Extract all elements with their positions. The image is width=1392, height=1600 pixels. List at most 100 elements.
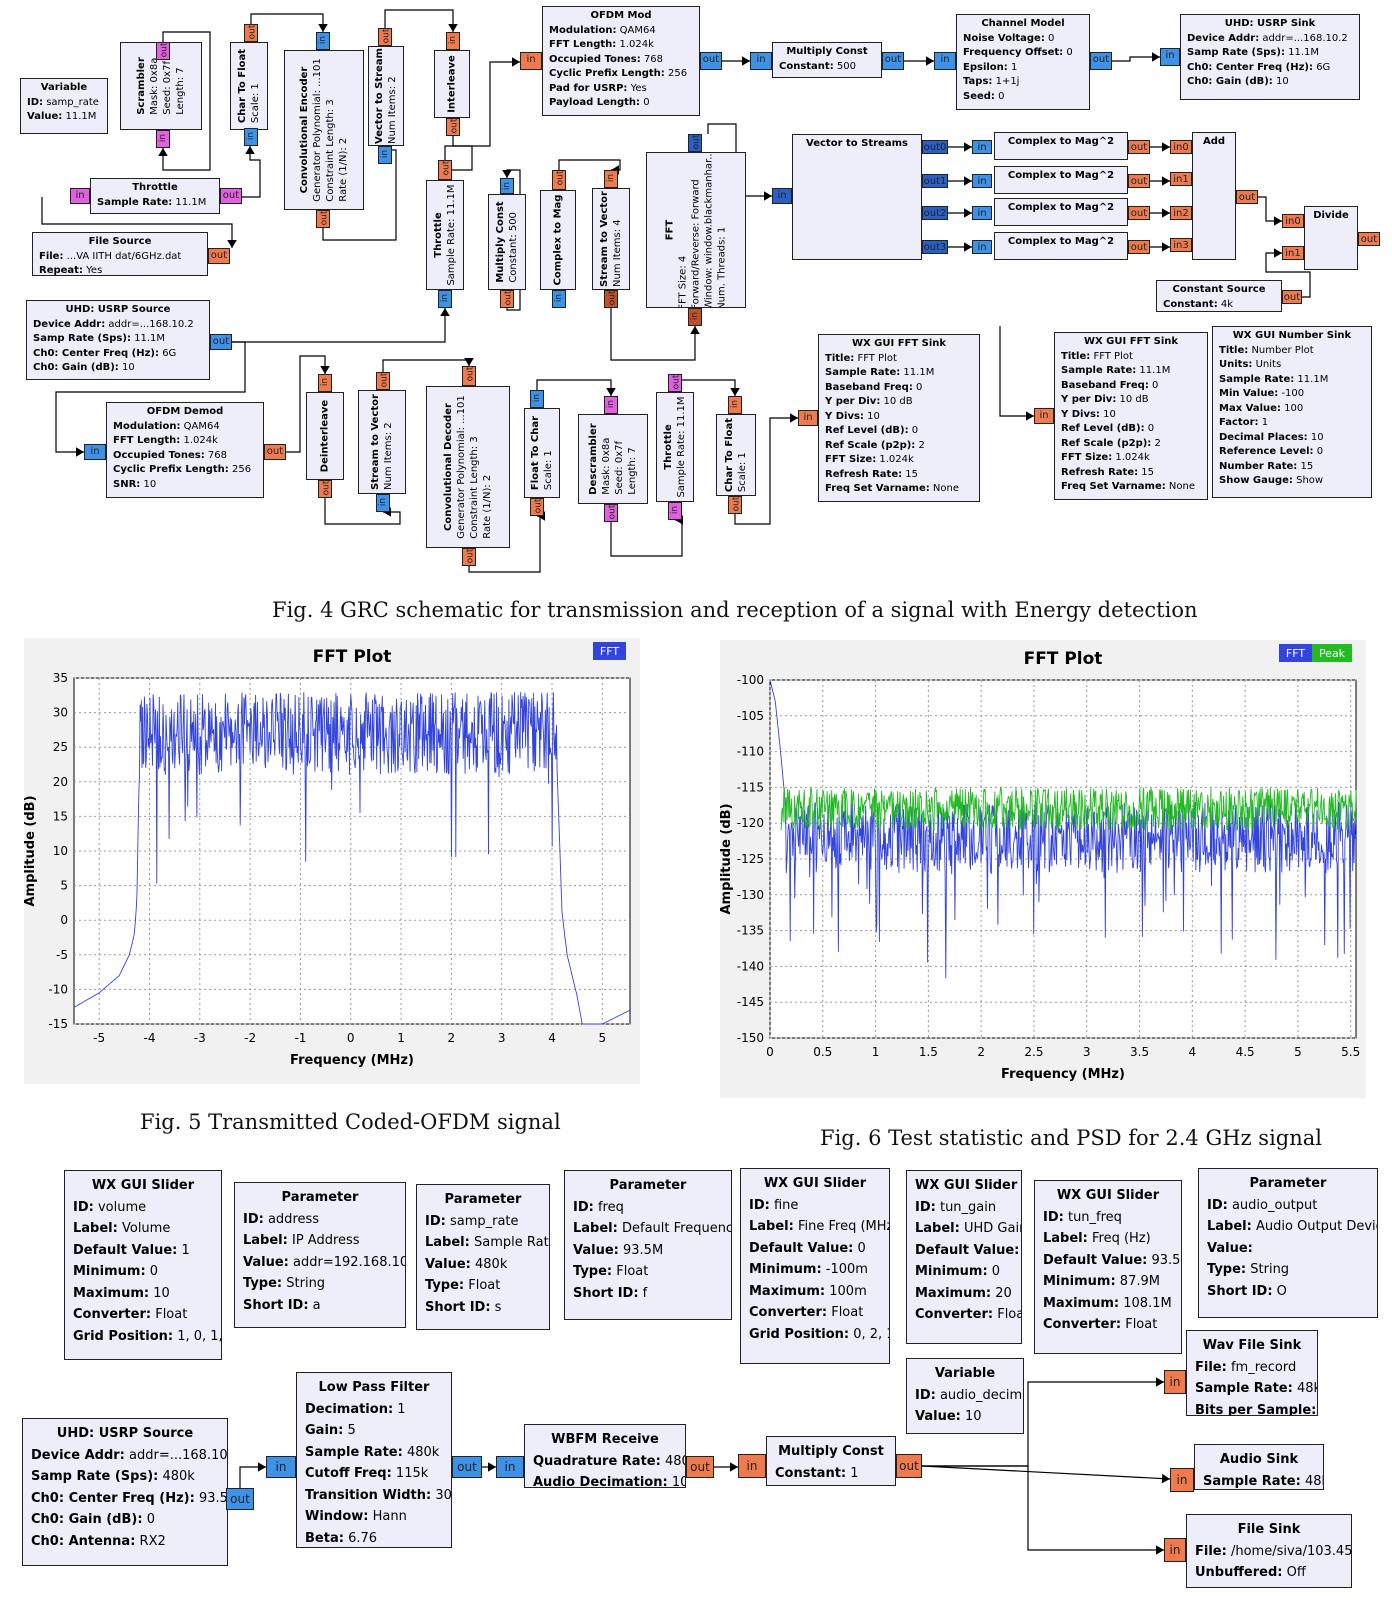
block-usrp-sink[interactable]: UHD: USRP Sink Device Addr: addr=...168.1… (1180, 14, 1360, 100)
block-channel-model[interactable]: Channel Model Noise Voltage: 0 Frequency O… (956, 14, 1090, 110)
port-in[interactable]: in (934, 52, 956, 70)
port-out[interactable]: out (462, 366, 476, 386)
port-out[interactable]: out (264, 444, 286, 460)
port-in[interactable]: in (798, 410, 818, 426)
block-ofdm-demod[interactable]: OFDM Demod Modulation: QAM64 FFT Length: 1… (106, 402, 264, 498)
port-in[interactable]: in (604, 170, 618, 188)
port-in[interactable]: in (972, 140, 992, 154)
block-slider-tun-gain[interactable]: WX GUI Slider ID: tun_gain Label: UHD Gain… (906, 1170, 1022, 1344)
block-constant-source[interactable]: Constant Source Constant: 4k (1156, 280, 1282, 312)
block-c2m1[interactable]: Complex to Mag^2 (994, 166, 1128, 194)
block-wx-fft-sink2[interactable]: WX GUI FFT Sink Title: FFT Plot Sample Rat… (1054, 332, 1208, 500)
block-wx-fft-sink1[interactable]: WX GUI FFT Sink Title: FFT Plot Sample Rat… (818, 334, 980, 502)
block-vector-to-streams[interactable]: Vector to Streams (792, 134, 922, 260)
port-out[interactable]: out (462, 548, 476, 566)
port-in[interactable]: in (1160, 48, 1180, 66)
port-in3[interactable]: in3 (1170, 238, 1192, 252)
block-conv-encoder[interactable]: Convolutional Encoder Generator Polynomia… (284, 50, 364, 210)
block-slider-volume[interactable]: WX GUI Slider ID: volume Label: Volume Defa… (64, 1170, 222, 1360)
port-in[interactable]: in (972, 206, 992, 220)
port-in2[interactable]: in2 (1170, 206, 1192, 220)
port-in0[interactable]: in0 (1282, 214, 1304, 228)
block-interleave[interactable]: Interleave (434, 50, 470, 118)
port-in[interactable]: in (70, 188, 90, 204)
block-slider-tun-freq[interactable]: WX GUI Slider ID: tun_freq Label: Freq (Hz… (1034, 1180, 1182, 1354)
port-in[interactable]: in (376, 494, 390, 512)
port-out[interactable]: out (1236, 190, 1258, 204)
port-out0[interactable]: out0 (922, 140, 948, 154)
port-out[interactable]: out (1128, 240, 1150, 254)
block-multiply-const-tx[interactable]: Multiply Const Constant: 500 (772, 42, 882, 78)
port-out[interactable]: out (452, 1456, 482, 1478)
port-in[interactable]: in (688, 308, 702, 326)
port-out[interactable]: out (604, 290, 618, 308)
port-out[interactable]: out (688, 134, 702, 152)
port-in[interactable]: in (738, 1454, 766, 1478)
block-complex-to-mag[interactable]: Complex to Mag (540, 190, 576, 290)
port-out3[interactable]: out3 (922, 240, 948, 254)
port-in[interactable]: in (1034, 408, 1054, 424)
port-out[interactable]: out (376, 372, 390, 390)
port-in[interactable]: in (552, 290, 566, 308)
block-variable-audio-decim[interactable]: Variable ID: audio_decim Value: 10 (906, 1358, 1024, 1434)
port-in[interactable]: in (668, 502, 682, 520)
block-param-freq[interactable]: Parameter ID: freq Label: Default Frequenc… (564, 1170, 732, 1320)
port-out[interactable]: out (220, 188, 242, 204)
port-in1[interactable]: in1 (1282, 246, 1304, 260)
port-out[interactable]: out (604, 504, 618, 522)
block-usrp-source[interactable]: UHD: USRP Source Device Addr: addr=...168… (26, 300, 210, 380)
block-stream-to-vector-rx[interactable]: Stream to Vector Num Items: 2 (358, 390, 406, 494)
port-in[interactable]: in (1164, 1538, 1186, 1562)
port-out[interactable]: out (244, 24, 258, 42)
port-out[interactable]: out (882, 52, 904, 70)
block-throttle-tx[interactable]: Throttle Sample Rate: 11.1M (90, 178, 220, 214)
port-out[interactable]: out (1358, 232, 1380, 246)
port-out[interactable]: out (156, 42, 170, 60)
port-out[interactable]: out (700, 52, 722, 70)
block-variable[interactable]: Variable ID: samp_rate Value: 11.1M (20, 78, 108, 134)
block-divide[interactable]: Divide (1304, 206, 1358, 270)
port-out[interactable]: out (438, 160, 452, 180)
port-out1[interactable]: out1 (922, 174, 948, 188)
block-param-address[interactable]: Parameter ID: address Label: IP Address Val… (234, 1182, 406, 1328)
block-char-to-float[interactable]: Char To Float Scale: 1 (230, 42, 268, 130)
port-in[interactable]: in (1164, 1370, 1186, 1394)
port-out[interactable]: out (1128, 140, 1150, 154)
port-in[interactable]: in (520, 52, 542, 70)
port-out[interactable]: out (530, 498, 544, 516)
block-descrambler[interactable]: Descrambler Mask: 0x8a Seed: 0x7f Length: 7 (578, 414, 648, 504)
port-in[interactable]: in (438, 290, 452, 308)
block-multiply-const-v[interactable]: Multiply Const Constant: 500 (488, 194, 526, 290)
port-out[interactable]: out (686, 1456, 714, 1478)
block-wx-number-sink[interactable]: WX GUI Number Sink Title: Number Plot Unit… (1212, 326, 1372, 498)
port-in[interactable]: in (316, 32, 330, 50)
port-in[interactable]: in (750, 52, 772, 70)
port-in[interactable]: in (1170, 1468, 1194, 1492)
port-in[interactable]: in (772, 188, 792, 204)
port-out[interactable]: out (1282, 290, 1302, 304)
block-audio-sink[interactable]: Audio Sink Sample Rate: 48k (1194, 1444, 1324, 1490)
block-float-to-char[interactable]: Float To Char Scale: 1 (524, 408, 560, 498)
port-out[interactable]: out (1090, 52, 1112, 70)
block-char-to-float-rx[interactable]: Char To Float Scale: 1 (716, 414, 756, 496)
block-file-sink[interactable]: File Sink File: /home/siva/103.45M Unbuffe… (1186, 1514, 1352, 1588)
block-usrp-source[interactable]: UHD: USRP Source Device Addr: addr=...168… (22, 1418, 228, 1566)
port-in[interactable]: in (266, 1456, 296, 1478)
port-in[interactable]: in (972, 174, 992, 188)
port-out[interactable]: out (210, 334, 232, 350)
block-vector-to-stream[interactable]: Vector to Stream Num Items: 2 (368, 46, 404, 146)
block-wav-file-sink[interactable]: Wav File Sink File: fm_record Sample Rate:… (1186, 1330, 1318, 1416)
port-in[interactable]: in (446, 32, 460, 50)
port-out[interactable]: out (1128, 174, 1150, 188)
port-out[interactable]: out (446, 118, 460, 136)
block-conv-decoder[interactable]: Convolutional Decoder Generator Polynomia… (426, 386, 510, 548)
port-in1[interactable]: in1 (1170, 172, 1192, 186)
port-in0[interactable]: in0 (1170, 140, 1192, 154)
block-throttle-rx[interactable]: Throttle Sample Rate: 11.1M (656, 392, 694, 502)
port-out[interactable]: out (1128, 206, 1150, 220)
port-out[interactable]: out (208, 248, 230, 264)
port-in[interactable]: in (530, 390, 544, 408)
port-out2[interactable]: out2 (922, 206, 948, 220)
port-in[interactable]: in (604, 396, 618, 414)
